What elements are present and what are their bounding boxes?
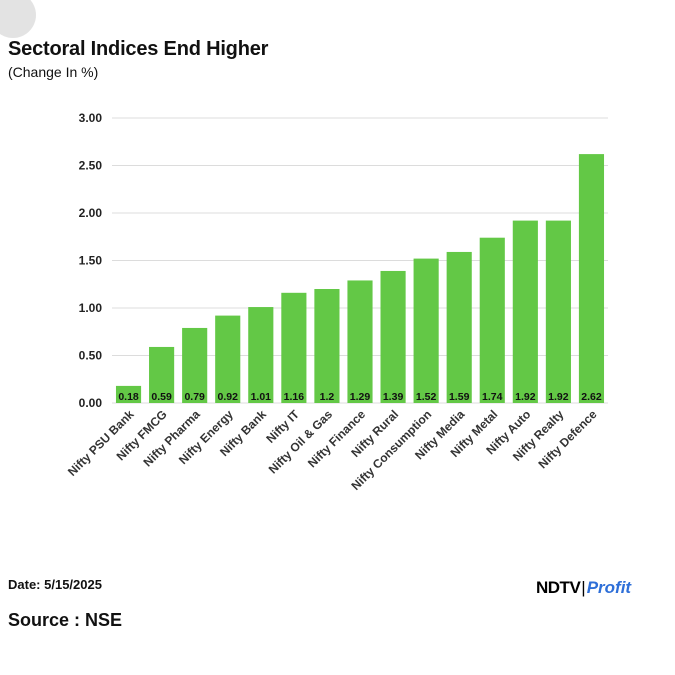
y-tick-label: 1.00 xyxy=(79,301,103,315)
bar xyxy=(248,307,274,403)
data-label: 1.52 xyxy=(416,391,437,403)
data-label: 0.92 xyxy=(218,391,239,403)
data-label: 1.92 xyxy=(515,391,536,403)
bar xyxy=(182,327,208,403)
brand-divider: | xyxy=(581,578,586,597)
chart-subtitle: (Change In %) xyxy=(8,64,99,80)
data-label: 1.01 xyxy=(251,391,272,403)
data-label: 0.59 xyxy=(151,391,172,403)
data-label: 1.59 xyxy=(449,391,470,403)
x-tick-label: Nifty Defence xyxy=(535,407,599,471)
data-label: 0.18 xyxy=(118,391,139,403)
bar xyxy=(479,237,505,403)
data-label: 1.39 xyxy=(383,391,404,403)
bar xyxy=(380,270,406,403)
data-label: 1.29 xyxy=(350,391,371,403)
bar xyxy=(545,220,571,403)
data-label: 0.79 xyxy=(184,391,205,403)
data-label: 1.74 xyxy=(482,391,503,403)
y-tick-label: 2.50 xyxy=(79,159,103,173)
bar xyxy=(347,280,373,403)
y-tick-label: 0.00 xyxy=(79,396,103,410)
bar xyxy=(578,154,605,403)
brand-profit: Profit xyxy=(586,578,632,597)
bar xyxy=(149,346,175,403)
data-label: 1.92 xyxy=(548,391,569,403)
bar xyxy=(115,385,142,403)
y-tick-label: 3.00 xyxy=(79,111,103,125)
brand-ndtv: NDTV xyxy=(536,578,581,597)
data-label: 2.62 xyxy=(581,391,602,403)
y-tick-label: 0.50 xyxy=(79,349,103,363)
bar xyxy=(314,289,340,403)
bar xyxy=(512,220,538,403)
bar xyxy=(215,315,241,403)
bar xyxy=(281,292,307,403)
bar xyxy=(413,258,439,403)
ndtv-profit-logo: NDTV|Profit xyxy=(536,578,631,598)
bar xyxy=(446,251,472,403)
y-tick-label: 2.00 xyxy=(79,206,103,220)
chart-title: Sectoral Indices End Higher xyxy=(8,38,269,60)
date-label: Date: 5/15/2025 xyxy=(8,577,102,592)
y-tick-label: 1.50 xyxy=(79,254,103,268)
source-label: Source : NSE xyxy=(8,610,123,630)
data-label: 1.2 xyxy=(320,391,335,403)
data-label: 1.16 xyxy=(284,391,305,403)
